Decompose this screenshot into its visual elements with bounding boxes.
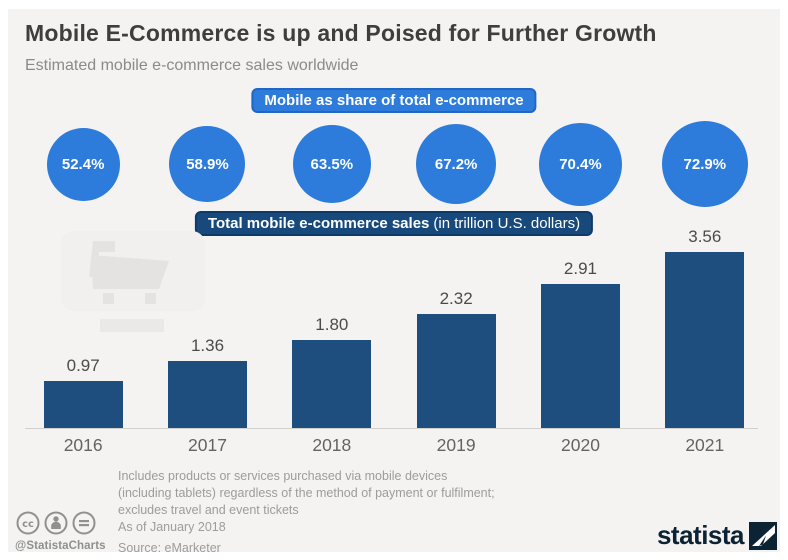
chart-canvas: Mobile E-Commerce is up and Poised for F…: [8, 9, 780, 555]
x-axis-line: [25, 428, 758, 429]
bar-2017: [167, 361, 247, 429]
share-circle-2016: 52.4%: [46, 127, 120, 201]
year-label-2021: 2021: [685, 434, 725, 455]
bar-value-2016: 0.97: [66, 356, 100, 375]
bar-2021: [665, 252, 745, 429]
source-label: Source: eMarketer: [118, 541, 221, 555]
share-circle-2018: 63.5%: [292, 125, 371, 203]
bar-2019: [416, 314, 496, 429]
page-title: Mobile E-Commerce is up and Poised for F…: [25, 20, 657, 46]
share-circle-2019: 67.2%: [416, 124, 497, 204]
page-subtitle: Estimated mobile e-commerce sales worldw…: [25, 57, 359, 74]
sales-badge-unit: (in trillion U.S. dollars): [433, 215, 581, 232]
cc-attribution-icon: [44, 511, 68, 535]
sales-bars-row: 0.97 1.36 1.80 2.32 2.91 3.56: [21, 227, 767, 429]
footnote-line: As of January 2018: [118, 520, 226, 534]
share-circle-2021: 72.9%: [661, 121, 748, 207]
bar-value-2021: 3.56: [688, 227, 722, 246]
year-label-2020: 2020: [561, 434, 600, 455]
bar-2016: [43, 381, 123, 429]
year-label-2016: 2016: [63, 434, 103, 455]
footnote: Includes products or services purchased …: [118, 468, 495, 557]
footnote-line: Includes products or services purchased …: [118, 469, 448, 483]
footnote-line: excludes travel and event tickets: [118, 503, 299, 517]
bar-2020: [540, 284, 620, 429]
statista-logo-mark-icon: [749, 521, 777, 550]
year-labels-row: 2016 2017 2018 2019 2020 2021: [21, 434, 767, 456]
bar-value-2019: 2.32: [439, 289, 473, 308]
bar-value-2018: 1.80: [315, 315, 349, 334]
license-block: cc @StatistaCharts: [15, 510, 115, 552]
bar-value-2017: 1.36: [190, 336, 225, 355]
share-circles-row: 52.4% 58.9% 63.5% 67.2% 70.4% 72.9%: [21, 119, 767, 209]
statista-logo: statista: [657, 520, 777, 551]
shopping-cart-watermark-icon: [61, 231, 205, 332]
share-circle-2017: 58.9%: [169, 126, 246, 202]
sales-badge-title: Total mobile e-commerce sales: [207, 215, 430, 232]
statista-logo-text: statista: [656, 520, 745, 550]
share-badge: Mobile as share of total e-commerce: [251, 88, 537, 113]
cc-no-derivatives-icon: [72, 511, 96, 535]
bar-2018: [292, 340, 372, 429]
year-label-2019: 2019: [436, 434, 476, 455]
bar-value-2020: 2.91: [563, 259, 598, 278]
share-circle-2020: 70.4%: [538, 122, 622, 206]
svg-text:cc: cc: [22, 519, 34, 530]
year-label-2018: 2018: [312, 434, 352, 455]
sales-badge: Total mobile e-commerce sales (in trillio…: [194, 211, 594, 236]
cc-license-icon: cc: [16, 511, 40, 535]
statista-charts-handle: @StatistaCharts: [15, 540, 106, 552]
footnote-line: (including tablets) regardless of the me…: [118, 486, 495, 500]
year-label-2017: 2017: [188, 434, 227, 455]
